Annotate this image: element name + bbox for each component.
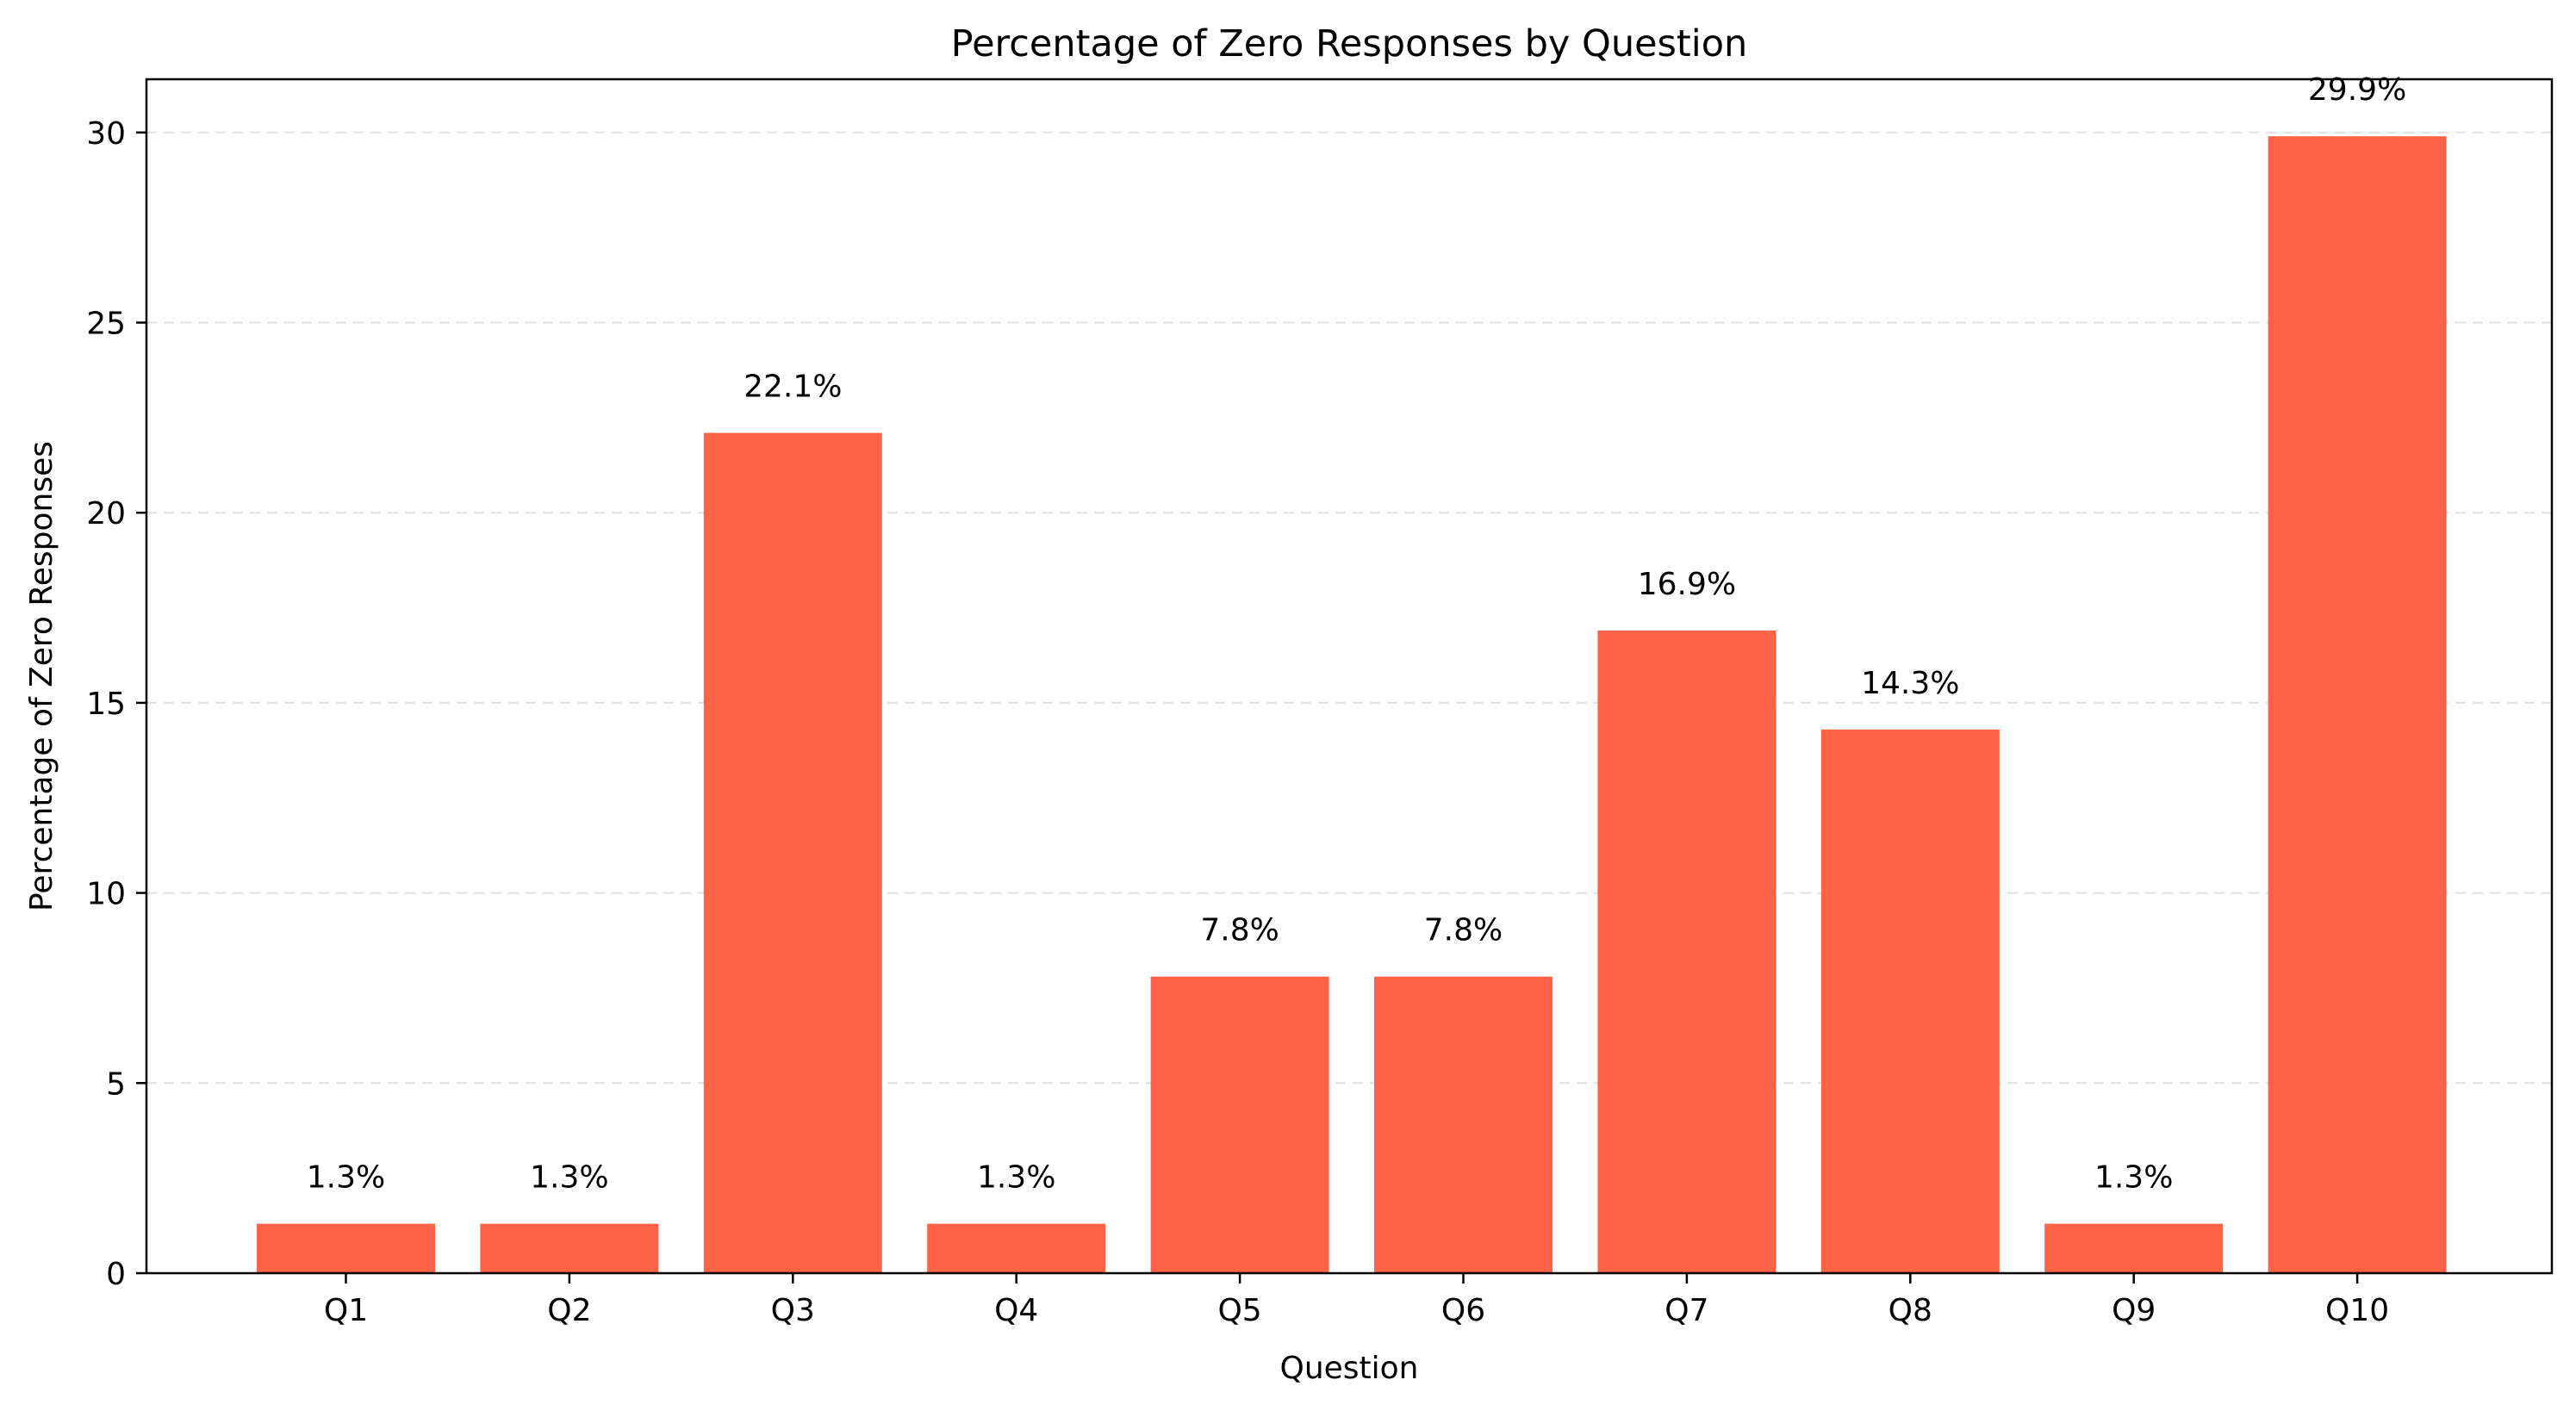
bar-value-label-q2: 1.3% bbox=[530, 1160, 608, 1196]
bar-q8 bbox=[1820, 729, 2000, 1273]
y-tick-label: 15 bbox=[86, 687, 126, 722]
x-tick-label: Q7 bbox=[1664, 1293, 1708, 1328]
chart-title: Percentage of Zero Responses by Question bbox=[951, 22, 1748, 65]
y-tick-label: 30 bbox=[86, 116, 126, 152]
y-axis-ticks: 0 5 10 15 20 25 30 bbox=[86, 116, 146, 1292]
bar-q9 bbox=[2044, 1223, 2224, 1273]
y-tick-label: 0 bbox=[106, 1257, 126, 1292]
x-axis-label: Question bbox=[1279, 1351, 1418, 1386]
x-tick-label: Q5 bbox=[1217, 1293, 1261, 1328]
bar-q5 bbox=[1150, 976, 1329, 1273]
x-tick-label: Q4 bbox=[994, 1293, 1038, 1328]
y-tick-label: 5 bbox=[106, 1066, 126, 1102]
bar-q7 bbox=[1597, 631, 1776, 1273]
x-tick-label: Q6 bbox=[1441, 1293, 1485, 1328]
x-axis-ticks: Q1 Q2 Q3 Q4 Q5 Q6 Q7 Q8 Q9 Q10 bbox=[324, 1273, 2389, 1328]
bar-value-label-q10: 29.9% bbox=[2308, 72, 2406, 108]
bar-value-label-q8: 14.3% bbox=[1861, 666, 1959, 701]
bar-value-label-q1: 1.3% bbox=[307, 1160, 385, 1196]
bar-q6 bbox=[1374, 976, 1552, 1273]
y-tick-label: 10 bbox=[86, 877, 126, 912]
y-axis-label: Percentage of Zero Responses bbox=[24, 441, 59, 911]
bar-q1 bbox=[257, 1223, 435, 1273]
bar-q4 bbox=[927, 1223, 1106, 1273]
bar-labels: 1.3% 1.3% 22.1% 1.3% 7.8% 7.8% 16.9% 14.3% 1.3% 2… bbox=[307, 72, 2407, 1195]
bar-value-label-q7: 16.9% bbox=[1638, 567, 1736, 602]
x-tick-label: Q8 bbox=[1888, 1293, 1932, 1328]
bar-value-label-q9: 1.3% bbox=[2094, 1160, 2173, 1196]
axes-frame bbox=[145, 78, 2554, 1275]
bar-value-label-q6: 7.8% bbox=[1424, 913, 1503, 948]
y-tick-label: 20 bbox=[86, 496, 126, 531]
x-tick-label: Q10 bbox=[2325, 1293, 2389, 1328]
grid-lines bbox=[146, 131, 2552, 1274]
x-tick-label: Q9 bbox=[2112, 1293, 2156, 1328]
x-tick-label: Q3 bbox=[771, 1293, 815, 1328]
bar-value-label-q5: 7.8% bbox=[1200, 913, 1279, 948]
bar-value-label-q4: 1.3% bbox=[977, 1160, 1055, 1196]
y-tick-label: 25 bbox=[86, 306, 126, 341]
bars bbox=[257, 136, 2447, 1273]
bar-q10 bbox=[2268, 136, 2447, 1273]
bar-q3 bbox=[703, 432, 882, 1273]
x-tick-label: Q2 bbox=[547, 1293, 591, 1328]
bar-value-label-q3: 22.1% bbox=[744, 370, 842, 405]
x-tick-label: Q1 bbox=[324, 1293, 368, 1328]
bar-q2 bbox=[480, 1223, 659, 1273]
